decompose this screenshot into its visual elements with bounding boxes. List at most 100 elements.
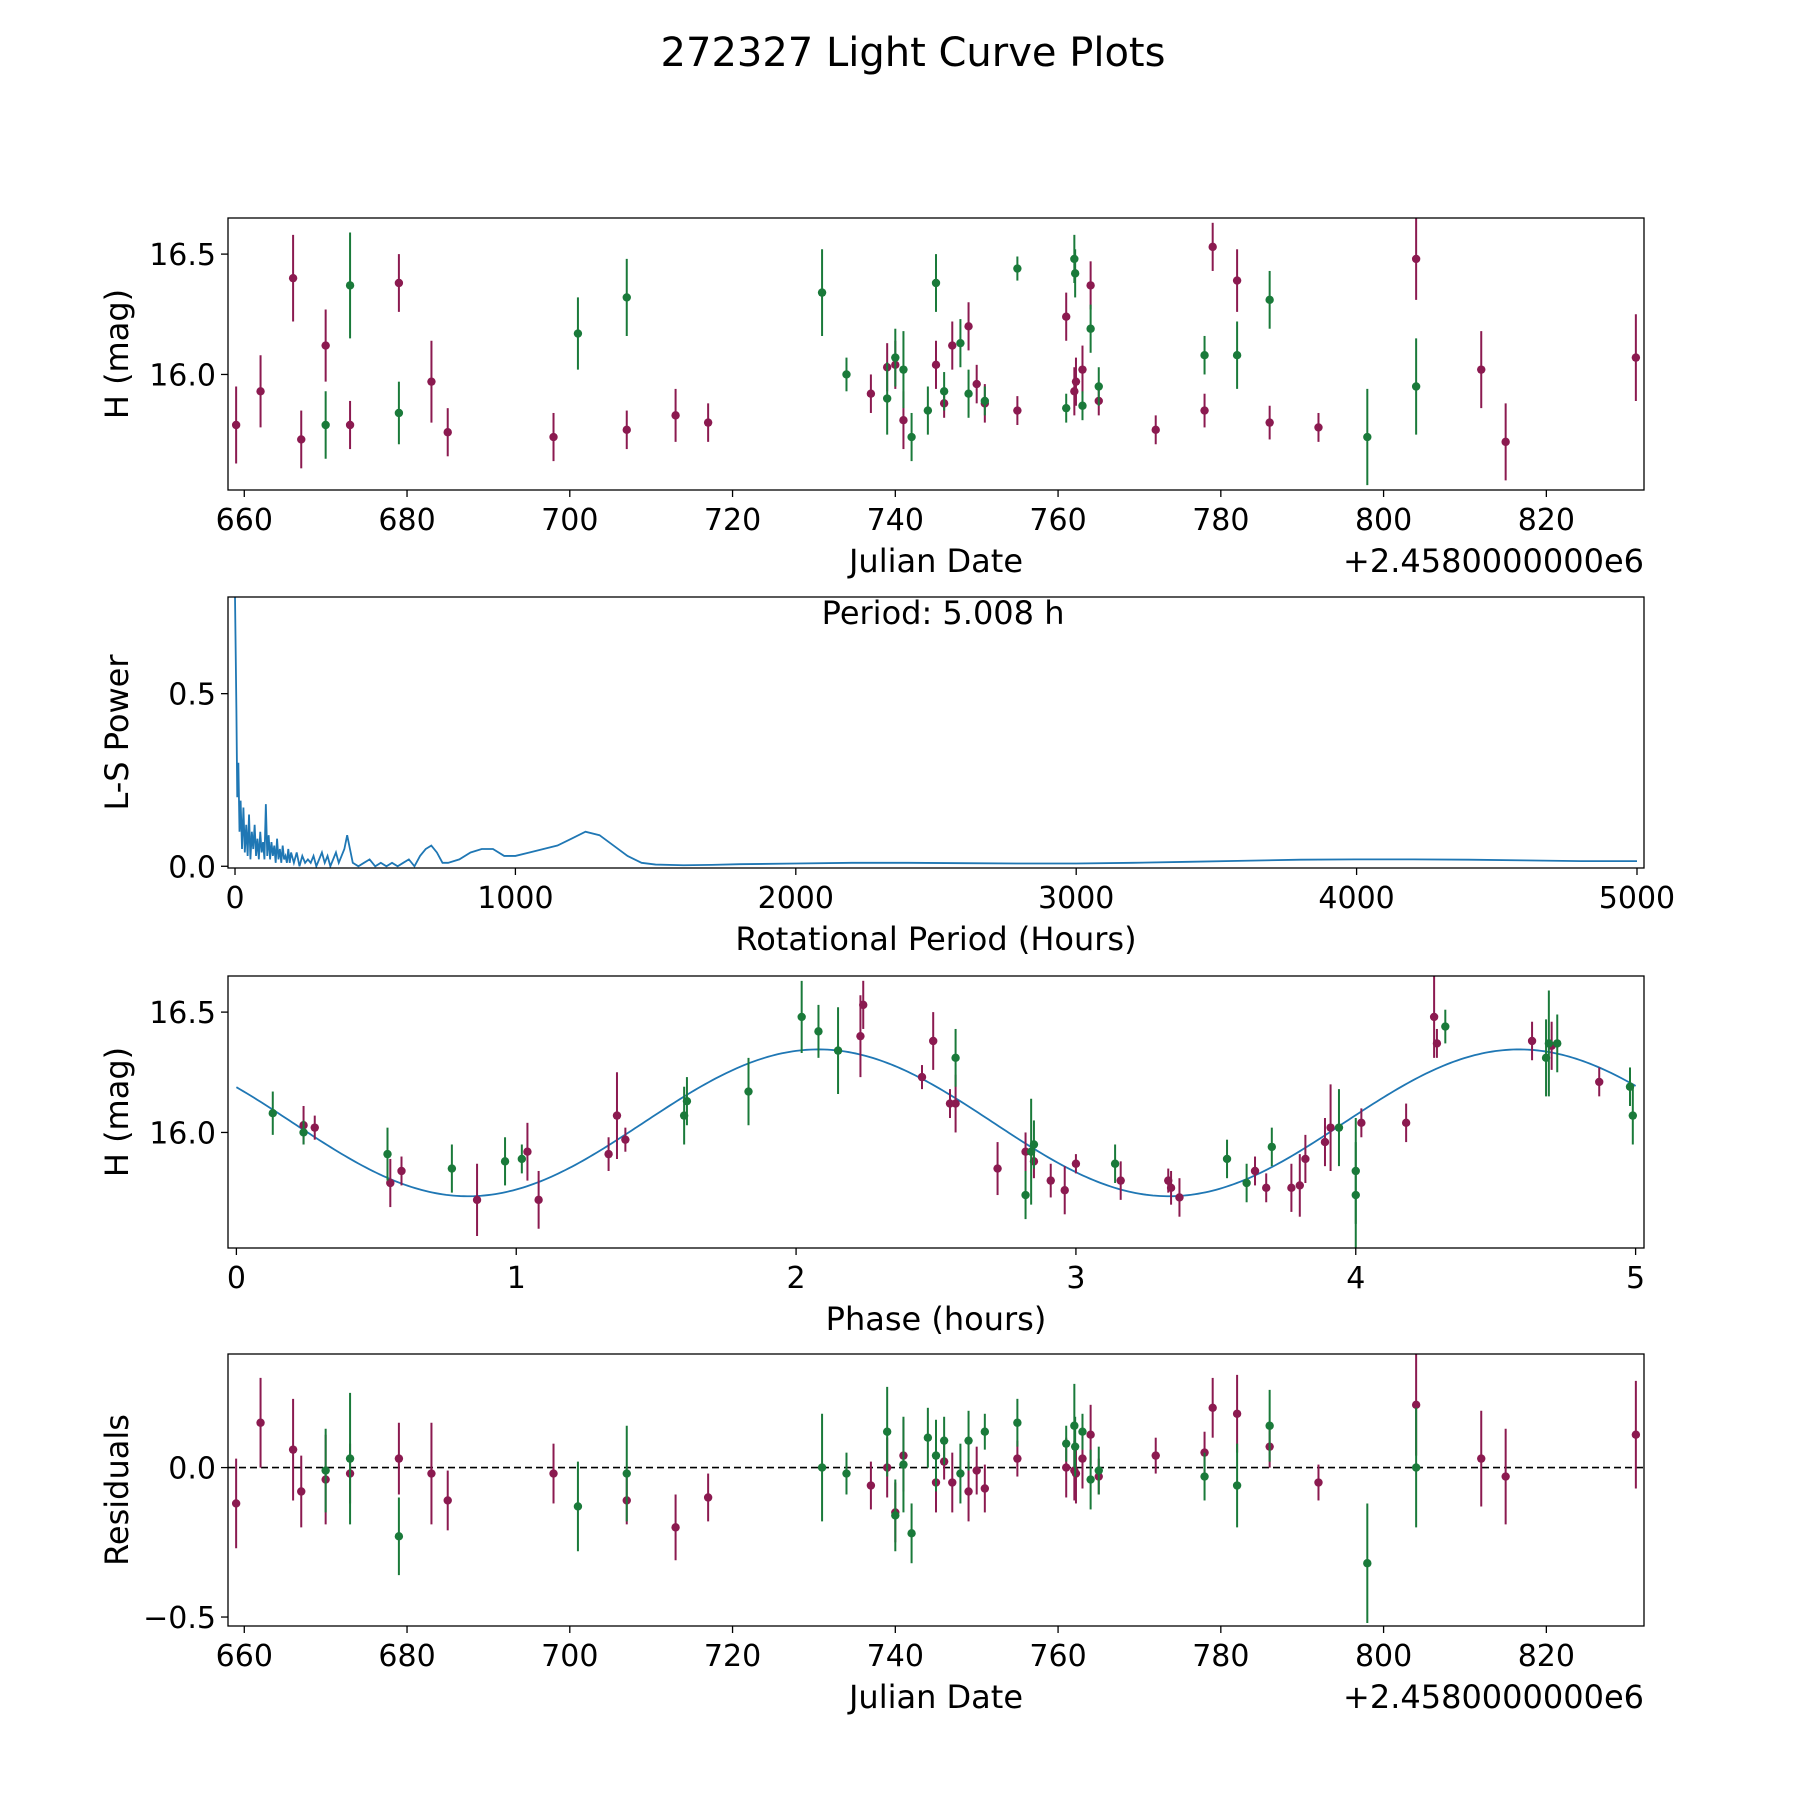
x-tick-label: 680	[378, 503, 435, 538]
data-point	[231, 1499, 241, 1508]
data-point	[549, 432, 558, 442]
x-tick-label: 740	[867, 503, 924, 538]
data-point	[299, 1128, 308, 1137]
data-point	[1326, 1123, 1335, 1132]
data-point	[268, 1109, 277, 1118]
x-tick-label: 0	[227, 1261, 246, 1296]
data-point	[1432, 1039, 1442, 1048]
data-point	[345, 281, 355, 290]
data-point	[964, 1487, 973, 1496]
data-point	[386, 1178, 395, 1188]
data-point	[899, 415, 908, 425]
data-point	[964, 322, 973, 331]
data-point	[394, 278, 404, 288]
x-tick-label: 0	[225, 881, 244, 916]
plot-area	[234, 597, 1637, 868]
data-point	[500, 1157, 510, 1166]
data-point	[931, 360, 941, 370]
data-point	[523, 1147, 532, 1156]
data-point	[671, 1523, 680, 1532]
data-point	[1411, 382, 1421, 391]
series-g	[321, 232, 1421, 486]
axes-frame	[227, 217, 1645, 491]
data-point	[345, 1454, 355, 1463]
data-point	[817, 1463, 827, 1472]
x-tick-label: 820	[1518, 1639, 1575, 1674]
x-tick-label: 760	[1029, 503, 1086, 538]
data-point	[1631, 353, 1641, 362]
data-point	[882, 394, 892, 403]
data-point	[1175, 1193, 1184, 1202]
data-point	[549, 1469, 558, 1478]
data-point	[1078, 365, 1087, 374]
y-tick-label: 0.5	[168, 678, 216, 713]
data-point	[972, 379, 981, 389]
data-point	[1301, 1154, 1310, 1164]
data-point	[1086, 1475, 1095, 1484]
x-tick-label: 660	[216, 1639, 273, 1674]
series-g	[268, 980, 1638, 1248]
data-point	[931, 278, 941, 288]
y-tick-label: −0.5	[143, 1601, 216, 1636]
data-point	[1242, 1178, 1251, 1188]
data-point	[744, 1087, 753, 1096]
data-point	[321, 420, 330, 430]
data-point	[1501, 1472, 1510, 1481]
data-point	[1013, 1454, 1022, 1463]
data-point	[622, 293, 631, 302]
data-point	[1200, 351, 1209, 360]
data-point	[814, 1027, 823, 1036]
data-point	[256, 387, 265, 396]
data-point	[1070, 387, 1079, 396]
axes-frame	[227, 975, 1645, 1249]
x-tick-label: 5	[1626, 1261, 1645, 1296]
data-point	[394, 1454, 404, 1463]
data-point	[1232, 1481, 1242, 1490]
y-axis-label: H (mag)	[98, 289, 136, 419]
data-point	[1351, 1166, 1360, 1176]
data-point	[980, 1484, 990, 1493]
y-tick-label: 16.0	[149, 1116, 216, 1151]
data-point	[1232, 351, 1242, 360]
period-annotation: Period: 5.008 h	[822, 594, 1065, 632]
data-point	[1363, 1559, 1372, 1568]
data-point	[1250, 1166, 1260, 1176]
y-axis-label: Residuals	[98, 1414, 136, 1566]
data-point	[1363, 432, 1372, 442]
fit-curve	[235, 1048, 1637, 1198]
y-tick-label: 16.0	[149, 358, 216, 393]
data-point	[1094, 1466, 1103, 1475]
data-point	[1232, 1409, 1242, 1418]
data-point	[288, 273, 298, 283]
data-point	[703, 418, 713, 427]
data-point	[383, 1149, 392, 1159]
data-point	[443, 428, 452, 437]
power-spectrum-line	[234, 597, 1637, 868]
x-tick-label: 660	[216, 503, 273, 538]
data-point	[472, 1195, 482, 1205]
figure-title: 272327 Light Curve Plots	[661, 30, 1166, 76]
data-point	[622, 425, 631, 435]
phased-curve-panel: 0 1 2 3 4 5 16.0 16.5 Phase (hours) H (mag)	[98, 975, 1645, 1338]
data-point	[1200, 406, 1209, 415]
plot-area	[228, 1354, 1644, 1624]
data-point	[231, 420, 241, 430]
data-point	[1151, 1451, 1160, 1460]
data-point	[964, 1436, 973, 1445]
data-point	[866, 389, 876, 398]
data-point	[842, 1469, 851, 1478]
data-point	[1411, 254, 1421, 264]
data-point	[980, 396, 990, 406]
x-tick-label: 680	[378, 1639, 435, 1674]
x-offset-label: +2.4580000000e6	[1343, 1678, 1644, 1716]
x-tick-label: 820	[1518, 503, 1575, 538]
data-point	[1062, 1439, 1071, 1448]
data-point	[1013, 264, 1022, 273]
data-point	[797, 1012, 806, 1022]
data-point	[1200, 1472, 1209, 1481]
data-point	[891, 353, 900, 362]
x-axis-label: Julian Date	[847, 1678, 1023, 1716]
data-point	[604, 1149, 613, 1159]
x-tick-label: 780	[1192, 1639, 1249, 1674]
